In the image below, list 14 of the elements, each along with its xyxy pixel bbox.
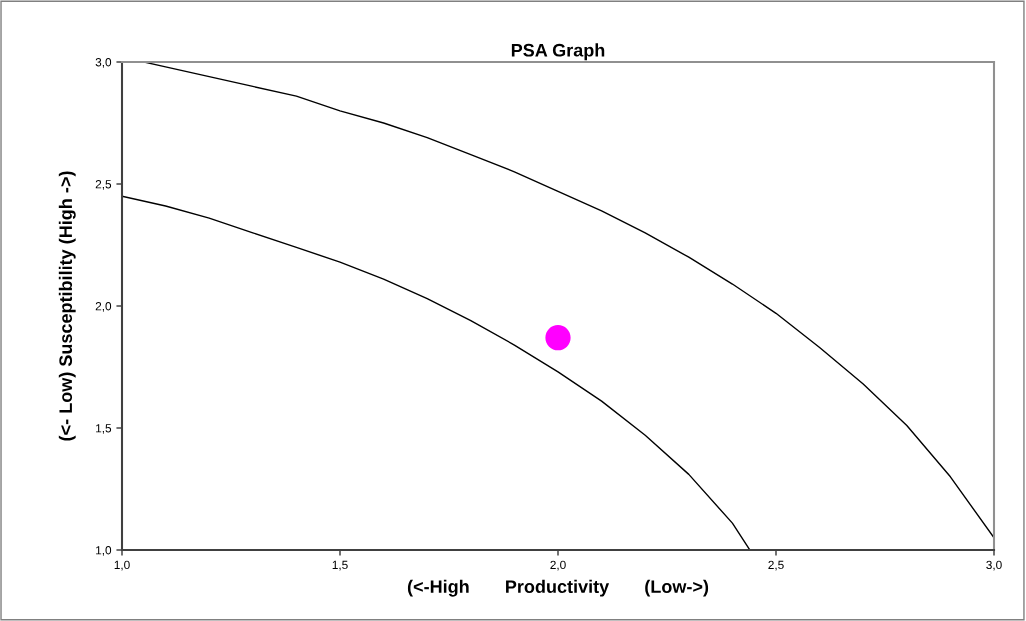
line-series bbox=[122, 195, 751, 550]
y-tick-label: 3,0 bbox=[95, 58, 112, 68]
y-tick-label: 1,0 bbox=[96, 546, 112, 556]
x-tick-label: 1,0 bbox=[114, 560, 130, 571]
y-tick-label: 2,0 bbox=[95, 302, 112, 312]
x-axis-title: (<-High Productivity (Low->) bbox=[407, 579, 709, 597]
y-tick-label: 1,5 bbox=[96, 424, 112, 434]
y-axis-title: (<- Low) Susceptibility (High ->) bbox=[58, 171, 76, 441]
y-tick-label: 2,5 bbox=[95, 180, 112, 190]
x-tick-label: 2,5 bbox=[768, 560, 784, 571]
x-tick-label: 1,5 bbox=[332, 560, 348, 571]
chart-title: PSA Graph bbox=[511, 43, 605, 61]
x-tick-label: 3,0 bbox=[986, 560, 1002, 571]
x-tick-label: 2,0 bbox=[550, 560, 566, 571]
